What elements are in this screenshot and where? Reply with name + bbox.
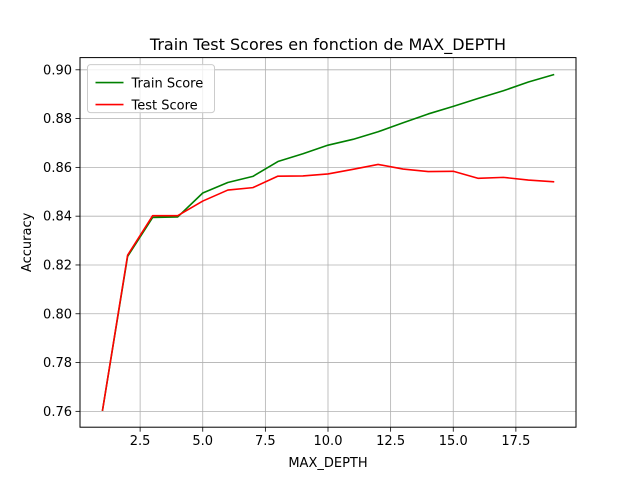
series-line-train-score xyxy=(101,73,555,412)
legend-label: Test Score xyxy=(131,99,198,114)
x-tick-label: 12.5 xyxy=(376,434,405,449)
y-tick-label: 0.82 xyxy=(43,258,72,273)
x-tick-label: 7.5 xyxy=(255,434,276,449)
y-tick-label: 0.86 xyxy=(43,161,72,176)
grid xyxy=(80,57,576,428)
y-tick-label: 0.84 xyxy=(43,210,72,225)
y-tick-label: 0.88 xyxy=(43,112,72,127)
legend-box xyxy=(87,64,215,114)
y-tick-label: 0.90 xyxy=(43,63,72,78)
series-line-test-score xyxy=(101,163,555,412)
y-tick-label: 0.78 xyxy=(43,356,72,371)
chart-title: Train Test Scores en fonction de MAX_DEP… xyxy=(149,35,506,55)
legend-label: Train Score xyxy=(131,77,204,92)
x-tick-label: 15.0 xyxy=(439,434,468,449)
legend: Train Score Test Score xyxy=(87,64,215,114)
axis-ticks: 2.5 5.0 7.5 10.0 12.5 15.0 17.5 0.76 0.78 0.80 0.8… xyxy=(43,63,530,449)
x-tick-label: 17.5 xyxy=(501,434,530,449)
x-tick-label: 5.0 xyxy=(192,434,213,449)
x-tick-label: 10.0 xyxy=(314,434,343,449)
y-tick-label: 0.80 xyxy=(43,307,72,322)
series-lines xyxy=(101,73,555,412)
x-tick-label: 2.5 xyxy=(130,434,151,449)
y-axis-label: Accuracy xyxy=(20,212,35,272)
y-tick-label: 0.76 xyxy=(43,405,72,420)
x-axis-label: MAX_DEPTH xyxy=(288,456,367,471)
